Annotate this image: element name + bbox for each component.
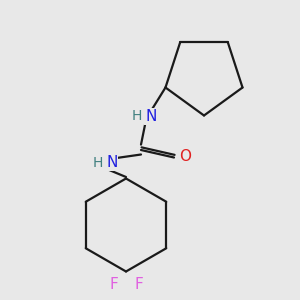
Text: H: H (132, 110, 142, 123)
Text: N: N (106, 155, 118, 170)
Text: N: N (145, 109, 157, 124)
Text: F: F (109, 277, 118, 292)
Text: H: H (93, 156, 103, 170)
Text: F: F (134, 277, 143, 292)
Text: O: O (179, 149, 191, 164)
